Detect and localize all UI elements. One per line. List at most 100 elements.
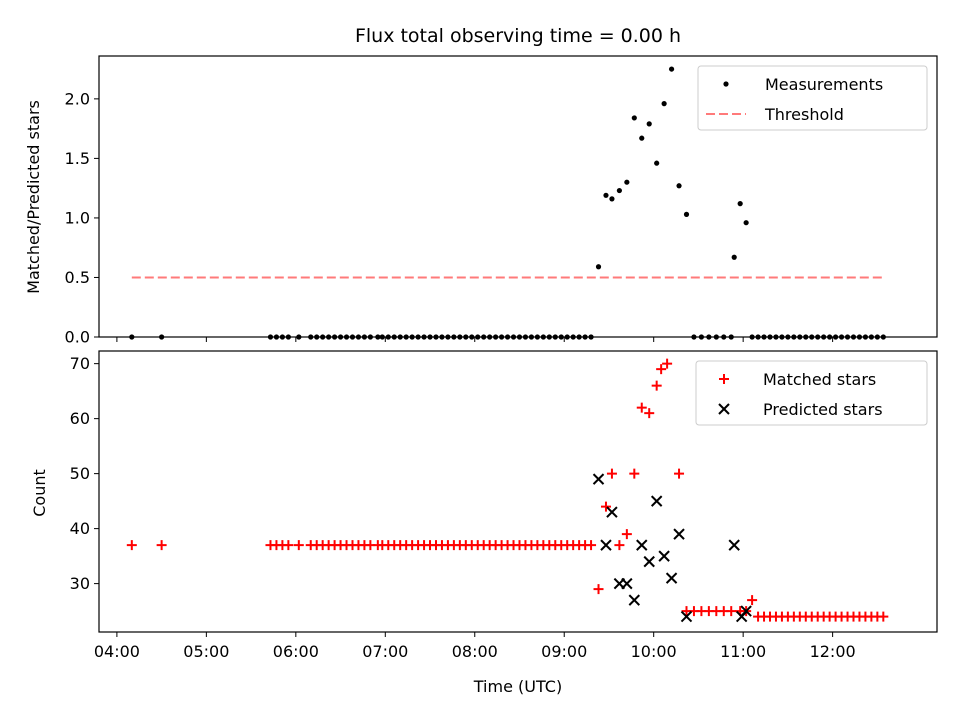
data-point [603, 192, 609, 198]
x-tick-label: 08:00 [452, 642, 498, 661]
data-point [593, 584, 604, 595]
legend-label: Predicted stars [763, 400, 883, 419]
x-tick-label: 09:00 [541, 642, 587, 661]
legend-label: Threshold [764, 105, 844, 124]
y-tick-label: 70 [70, 354, 90, 373]
legend-item: Measurements [723, 75, 883, 94]
data-point [743, 220, 749, 226]
series-predicted-stars [592, 473, 752, 623]
data-point [621, 529, 632, 540]
x-tick-label: 04:00 [94, 642, 140, 661]
data-point [747, 595, 758, 606]
data-point [293, 540, 304, 551]
legend-box [695, 360, 928, 426]
data-point [624, 179, 630, 185]
x-b [673, 528, 685, 540]
data-point [621, 577, 633, 590]
data-point [668, 66, 675, 72]
data-point [646, 121, 652, 127]
y-tick-label: 50 [70, 464, 90, 483]
series-matched-stars [126, 358, 889, 622]
data-point [283, 540, 294, 551]
data-point [644, 408, 655, 419]
y-tick-label: 1.0 [65, 208, 90, 227]
flux-ratio-y-axis: 0.0 0.5 1.0 1.5 2.0 [65, 89, 99, 347]
data-point [600, 501, 611, 512]
x-tick-label: 11:00 [720, 642, 766, 661]
legend-item: Matched stars [719, 370, 876, 389]
y-tick-label: 30 [70, 574, 90, 593]
data-point [651, 380, 662, 391]
x-b [740, 605, 752, 617]
data-point [636, 539, 648, 551]
x-tick-label: 12:00 [810, 642, 856, 661]
x-b [600, 539, 612, 551]
flux-ratio-plot-frame [98, 55, 938, 338]
data-point [631, 115, 637, 121]
data-point [654, 160, 660, 166]
x-b [718, 403, 730, 415]
legend-item: Threshold [706, 105, 844, 124]
data-point [674, 468, 685, 479]
data-point [639, 135, 645, 141]
count-panel: 30 40 50 60 70 04:00 05:00 06:00 07:00 08:00 09:0… [30, 350, 938, 696]
data-point [726, 606, 737, 617]
data-point [616, 187, 622, 194]
x-b [728, 539, 740, 551]
data-point [628, 594, 641, 606]
data-point [656, 364, 667, 375]
figure-title: Flux total observing time = 0.00 h [355, 25, 681, 47]
y-tick-label: 1.5 [65, 149, 90, 168]
data-point [606, 468, 617, 479]
data-point [600, 539, 612, 551]
data-point [629, 468, 640, 479]
flux-ratio-y-axis-label: Matched/Predicted stars [24, 100, 43, 294]
x-b [658, 550, 670, 562]
legend-label: Measurements [765, 75, 883, 94]
data-point [661, 101, 667, 107]
data-point [676, 183, 682, 189]
data-point [609, 196, 615, 202]
data-point [650, 495, 663, 507]
data-point [586, 540, 597, 551]
data-point [636, 402, 647, 413]
legend-marker [719, 374, 729, 384]
legend-item: Predicted stars [718, 400, 883, 419]
legend-marker [718, 403, 730, 415]
flux-ratio-x-ticks [116, 337, 834, 342]
y-tick-label: 60 [70, 409, 90, 428]
x-b [643, 555, 655, 568]
legend-box [697, 65, 928, 131]
data-point [740, 605, 752, 617]
flux-ratio-panel: 0.00.51.01.52.0 Matched/Predicted stars … [24, 55, 938, 347]
x-b [665, 572, 678, 584]
x-b [621, 577, 633, 590]
legend-label: Matched stars [763, 370, 876, 389]
data-point [665, 572, 678, 584]
data-point [737, 201, 743, 207]
x-tick-label: 05:00 [183, 642, 229, 661]
data-point [683, 211, 690, 217]
x-tick-label: 10:00 [631, 642, 677, 661]
legend-marker [723, 81, 729, 87]
time-x-axis: 04:00 05:00 06:00 07:00 08:00 09:00 10:00 11:00… [94, 632, 856, 661]
x-b [650, 495, 663, 507]
y-tick-label: 0.5 [65, 268, 90, 287]
x-b [680, 610, 693, 623]
x-b [628, 594, 641, 606]
data-point [606, 506, 618, 518]
data-point [658, 550, 670, 562]
x-b [592, 473, 605, 485]
x-tick-label: 06:00 [273, 642, 319, 661]
count-plot-frame [98, 350, 938, 633]
y-tick-label: 2.0 [65, 89, 90, 108]
y-tick-label: 0.0 [65, 328, 90, 347]
count-plot-area [126, 358, 889, 623]
data-point [680, 610, 693, 623]
count-legend: Matched stars Predicted stars [695, 360, 928, 426]
data-point [643, 555, 655, 568]
time-x-axis-label: Time (UTC) [473, 677, 562, 696]
x-b [636, 539, 648, 551]
data-point [614, 540, 625, 551]
count-y-axis-label: Count [30, 469, 49, 517]
